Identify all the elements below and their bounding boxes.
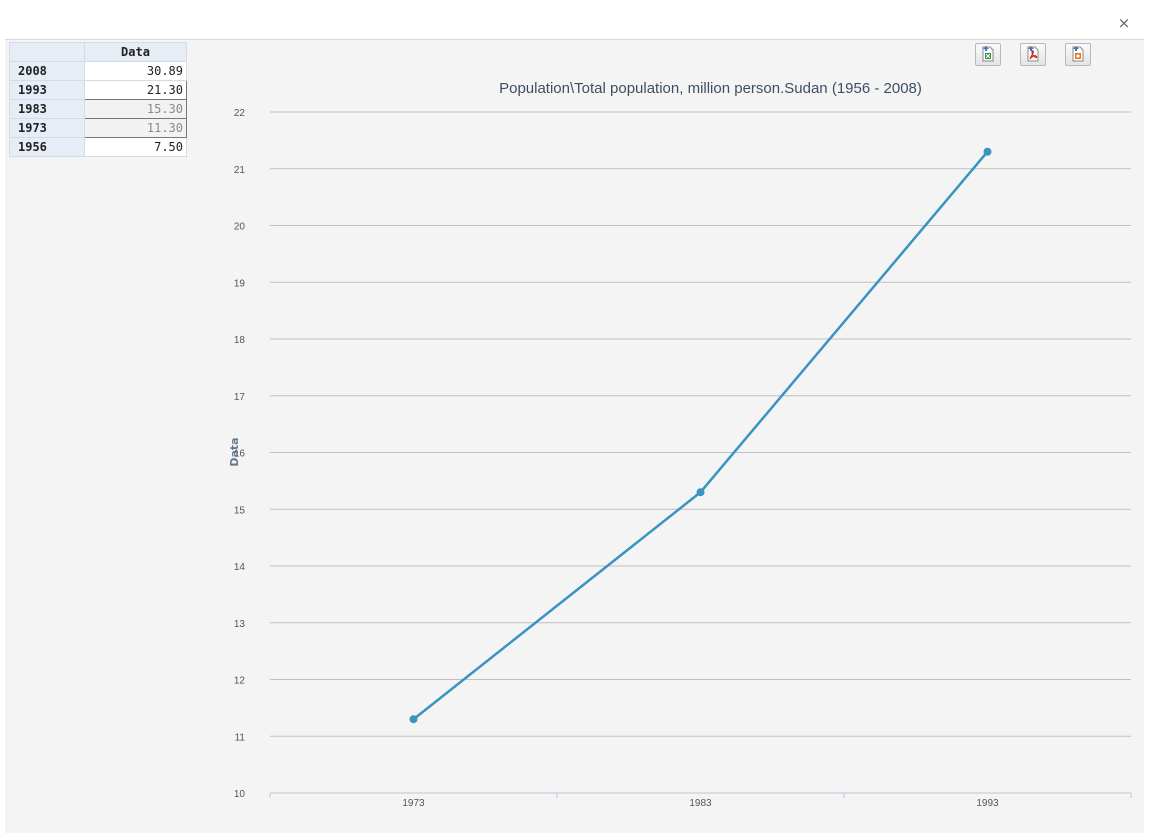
y-tick-label: 19	[234, 278, 246, 289]
table-corner	[9, 42, 85, 62]
table-row[interactable]: 2008 30.89	[9, 61, 187, 81]
export-excel-button[interactable]	[975, 43, 1001, 66]
y-tick-label: 11	[235, 732, 246, 743]
data-table: Data 2008 30.89 1993 21.30 1983 15.30 19…	[9, 42, 187, 157]
row-value[interactable]: 7.50	[84, 137, 187, 157]
y-tick-label: 21	[234, 165, 246, 176]
table-row[interactable]: 1956 7.50	[9, 137, 187, 157]
y-tick-label: 20	[234, 222, 246, 233]
y-tick-label: 16	[234, 449, 246, 460]
y-tick-label: 15	[234, 505, 246, 516]
row-year: 1973	[9, 118, 85, 138]
export-pdf-button[interactable]	[1020, 43, 1046, 66]
export-image-button[interactable]	[1065, 43, 1091, 66]
chart-title: Population\Total population, million per…	[499, 80, 922, 97]
data-point	[696, 488, 705, 497]
table-row[interactable]: 1983 15.30	[9, 99, 187, 119]
row-year: 1993	[9, 80, 85, 100]
y-tick-label: 12	[234, 676, 246, 687]
row-value[interactable]: 21.30	[84, 80, 187, 100]
row-value[interactable]: 30.89	[84, 61, 187, 81]
row-value[interactable]: 11.30	[84, 118, 187, 138]
row-value[interactable]: 15.30	[84, 99, 187, 119]
y-tick-label: 13	[234, 619, 246, 630]
y-tick-label: 14	[234, 562, 246, 573]
row-year: 2008	[9, 61, 85, 81]
series-line	[412, 150, 989, 721]
x-tick-label: 1993	[976, 798, 999, 809]
y-tick-label: 10	[234, 789, 246, 800]
y-tick-label: 18	[234, 335, 246, 346]
y-tick-label: 17	[234, 392, 246, 403]
data-point	[983, 147, 992, 156]
y-axis-label: Data	[228, 437, 241, 466]
column-header-data[interactable]: Data	[84, 42, 187, 62]
x-tick-label: 1973	[402, 798, 425, 809]
x-tick-label: 1983	[689, 798, 712, 809]
row-year: 1983	[9, 99, 85, 119]
y-tick-label: 22	[234, 108, 246, 119]
data-point	[409, 715, 418, 724]
pdf-export-icon	[1027, 46, 1039, 62]
chart-panel	[5, 39, 1144, 833]
row-year: 1956	[9, 137, 85, 157]
close-button[interactable]: ×	[1117, 14, 1131, 32]
image-export-icon	[1072, 46, 1084, 62]
excel-export-icon	[982, 46, 994, 62]
table-row[interactable]: 1993 21.30	[9, 80, 187, 100]
table-row[interactable]: 1973 11.30	[9, 118, 187, 138]
